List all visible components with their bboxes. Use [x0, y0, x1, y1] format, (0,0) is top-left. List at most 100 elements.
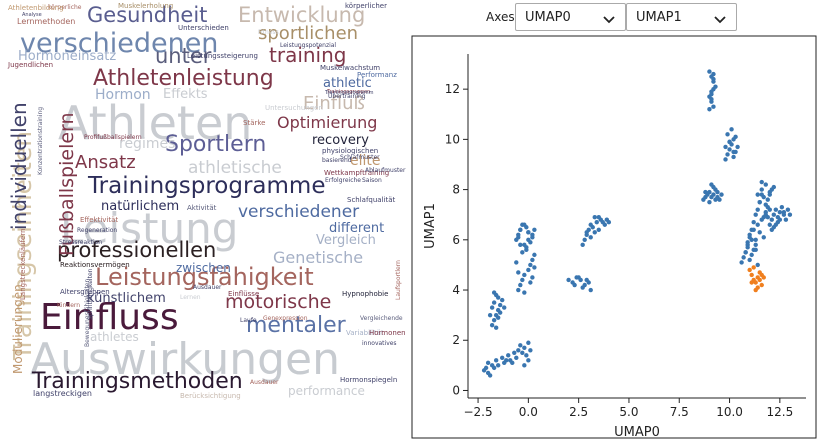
data-point-blue [526, 358, 531, 363]
data-point-blue [767, 207, 772, 212]
data-point-blue [761, 235, 766, 240]
word-cloud-word: Genexpression [263, 315, 308, 322]
data-point-orange [759, 282, 764, 288]
data-point-blue [530, 275, 535, 280]
data-point-blue [711, 76, 716, 82]
data-point-blue [487, 312, 493, 318]
data-point-blue [584, 277, 589, 283]
data-point-blue [715, 189, 720, 195]
word-cloud-word: Ausdauer [193, 284, 222, 291]
word-cloud-word: Laufsportlern [395, 260, 402, 300]
word-cloud-word: motorische [225, 291, 332, 313]
word-cloud-word: Wettkampftraining [324, 169, 390, 177]
y-tick-label: 0 [452, 383, 460, 397]
data-point-blue [769, 187, 774, 192]
data-point-blue [532, 252, 537, 258]
word-cloud-word: verschiedener [238, 202, 360, 222]
word-cloud-word: Aktivität [187, 204, 217, 212]
word-cloud-word: Entwicklung [238, 3, 366, 27]
data-point-blue [703, 189, 708, 195]
data-point-blue [530, 257, 535, 263]
word-cloud-word: Berücksichtigung [180, 392, 241, 400]
data-point-blue [759, 187, 764, 192]
word-cloud-word: Übertraining [328, 93, 366, 100]
y-axis-select-value: UMAP1 [636, 10, 682, 25]
data-point-blue [757, 199, 762, 205]
chevron-down-icon [714, 13, 726, 28]
data-point-blue [785, 207, 791, 212]
word-cloud-word: Variabilität [346, 329, 384, 337]
data-point-blue [500, 355, 505, 361]
word-cloud-word: Saison [362, 177, 382, 184]
y-tick-label: 2 [452, 333, 460, 347]
word-cloud-word: zwischen [176, 261, 231, 275]
data-point-blue [483, 365, 489, 371]
data-point-blue [514, 260, 519, 265]
data-point-blue [769, 227, 774, 232]
data-point-blue [777, 217, 783, 222]
word-cloud-word: körperliche [48, 4, 82, 11]
data-point-blue [755, 262, 760, 268]
word-cloud-word: künstlichem [87, 291, 166, 306]
word-cloud-word: Erfolgreiche [325, 177, 362, 184]
data-point-blue [580, 242, 585, 248]
x-tick-label: 2.5 [569, 405, 588, 419]
word-cloud-word: Athleten [58, 96, 253, 150]
data-point-blue [707, 107, 712, 112]
word-cloud-word: Hypnophobie [342, 290, 389, 298]
data-point-blue [572, 282, 577, 288]
data-point-blue [500, 297, 505, 303]
x-axis-select[interactable]: UMAP0 [515, 3, 626, 31]
data-point-blue [773, 207, 779, 212]
data-point-blue [759, 179, 764, 185]
data-point-blue [491, 317, 497, 323]
plot-frame [411, 35, 817, 439]
data-point-blue [753, 212, 758, 217]
data-point-blue [516, 348, 521, 353]
data-point-blue [592, 230, 597, 235]
data-point-blue [528, 280, 533, 285]
data-point-blue [725, 132, 730, 137]
word-cloud-word: Sprintfähigkeiten [87, 268, 94, 320]
data-point-blue [731, 149, 736, 155]
data-point-blue [745, 245, 750, 250]
data-point-blue [493, 325, 499, 330]
data-point-blue [516, 270, 521, 275]
x-tick-label: −2.5 [463, 405, 492, 419]
data-point-blue [520, 350, 525, 356]
y-tick-label: 6 [452, 233, 460, 247]
data-point-blue [707, 94, 712, 99]
data-point-blue [773, 222, 779, 227]
axes-label: Axes [486, 10, 515, 24]
word-cloud-word: Reaktionsvermögen [60, 261, 130, 269]
data-point-blue [592, 215, 597, 220]
data-point-blue [787, 212, 793, 217]
data-point-blue [588, 235, 593, 240]
data-point-blue [713, 197, 718, 202]
data-point-blue [723, 144, 728, 150]
data-point-blue [566, 277, 571, 283]
data-point-blue [765, 197, 770, 202]
data-point-blue [749, 237, 754, 243]
data-point-blue [709, 182, 714, 187]
data-point-blue [512, 350, 517, 356]
x-axis-select-value: UMAP0 [525, 10, 571, 25]
data-point-blue [713, 84, 718, 89]
data-point-blue [719, 192, 724, 197]
data-point-blue [763, 182, 768, 187]
y-axis-select[interactable]: UMAP1 [626, 3, 737, 31]
word-cloud-word: recovery [312, 133, 369, 148]
data-point-orange [753, 287, 758, 293]
data-point-blue [522, 272, 527, 278]
data-point-blue [491, 290, 497, 295]
data-point-blue [495, 315, 501, 320]
data-point-blue [518, 227, 523, 232]
word-cloud-word: Profifußballspielern [84, 134, 142, 141]
data-point-blue [747, 232, 752, 237]
data-point-blue [502, 305, 507, 310]
word-cloud-word: Kindern [57, 302, 81, 309]
data-point-blue [761, 194, 766, 200]
word-cloud-word: Fußballspielern [56, 112, 78, 256]
data-point-blue [510, 360, 515, 366]
word-cloud-word: Gesundheit [87, 3, 208, 27]
